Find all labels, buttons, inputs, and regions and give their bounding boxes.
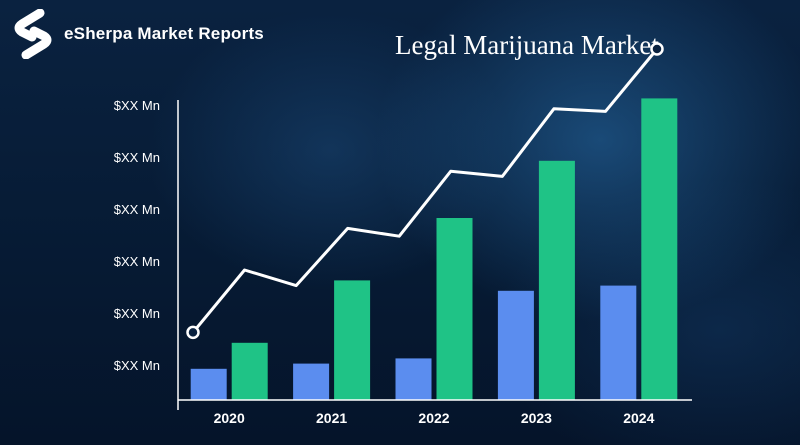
bar-series-1-2021	[293, 363, 330, 400]
y-tick-label: $XX Mn	[114, 150, 160, 165]
bars	[190, 98, 678, 401]
x-tick-label: 2024	[623, 410, 654, 426]
bar-series-2-2024	[641, 98, 678, 401]
trend-line-group	[186, 42, 664, 340]
trend-start-marker	[186, 325, 200, 340]
x-tick-label: 2020	[214, 410, 245, 426]
chart-title: Legal Marijuana Market	[395, 30, 659, 60]
y-tick-label: $XX Mn	[114, 202, 160, 217]
y-tick-label: $XX Mn	[114, 306, 160, 321]
bar-series-1-2022	[395, 358, 432, 400]
esherpa-logo-icon	[14, 9, 52, 59]
brand-name: eSherpa Market Reports	[64, 24, 264, 43]
trend-end-marker	[650, 42, 664, 56]
y-axis-tick-labels: $XX Mn $XX Mn $XX Mn $XX Mn $XX Mn $XX Mn	[114, 98, 160, 373]
bar-series-2-2021	[334, 280, 371, 400]
x-axis-tick-labels: 2020 2021 2022 2023 2024	[214, 410, 655, 426]
bar-series-1-2020	[190, 368, 227, 400]
brand-header: eSherpa Market Reports	[10, 9, 264, 59]
y-tick-label: $XX Mn	[114, 358, 160, 373]
bar-series-2-2023	[538, 160, 575, 400]
x-tick-label: 2022	[418, 410, 449, 426]
y-tick-label: $XX Mn	[114, 98, 160, 113]
bar-series-1-2023	[497, 290, 534, 400]
y-tick-label: $XX Mn	[114, 254, 160, 269]
trend-line	[191, 48, 659, 334]
x-tick-label: 2021	[316, 410, 347, 426]
bar-series-2-2022	[436, 218, 473, 400]
bar-series-2-2020	[231, 342, 268, 400]
x-tick-label: 2023	[521, 410, 552, 426]
bar-series-1-2024	[600, 285, 637, 400]
